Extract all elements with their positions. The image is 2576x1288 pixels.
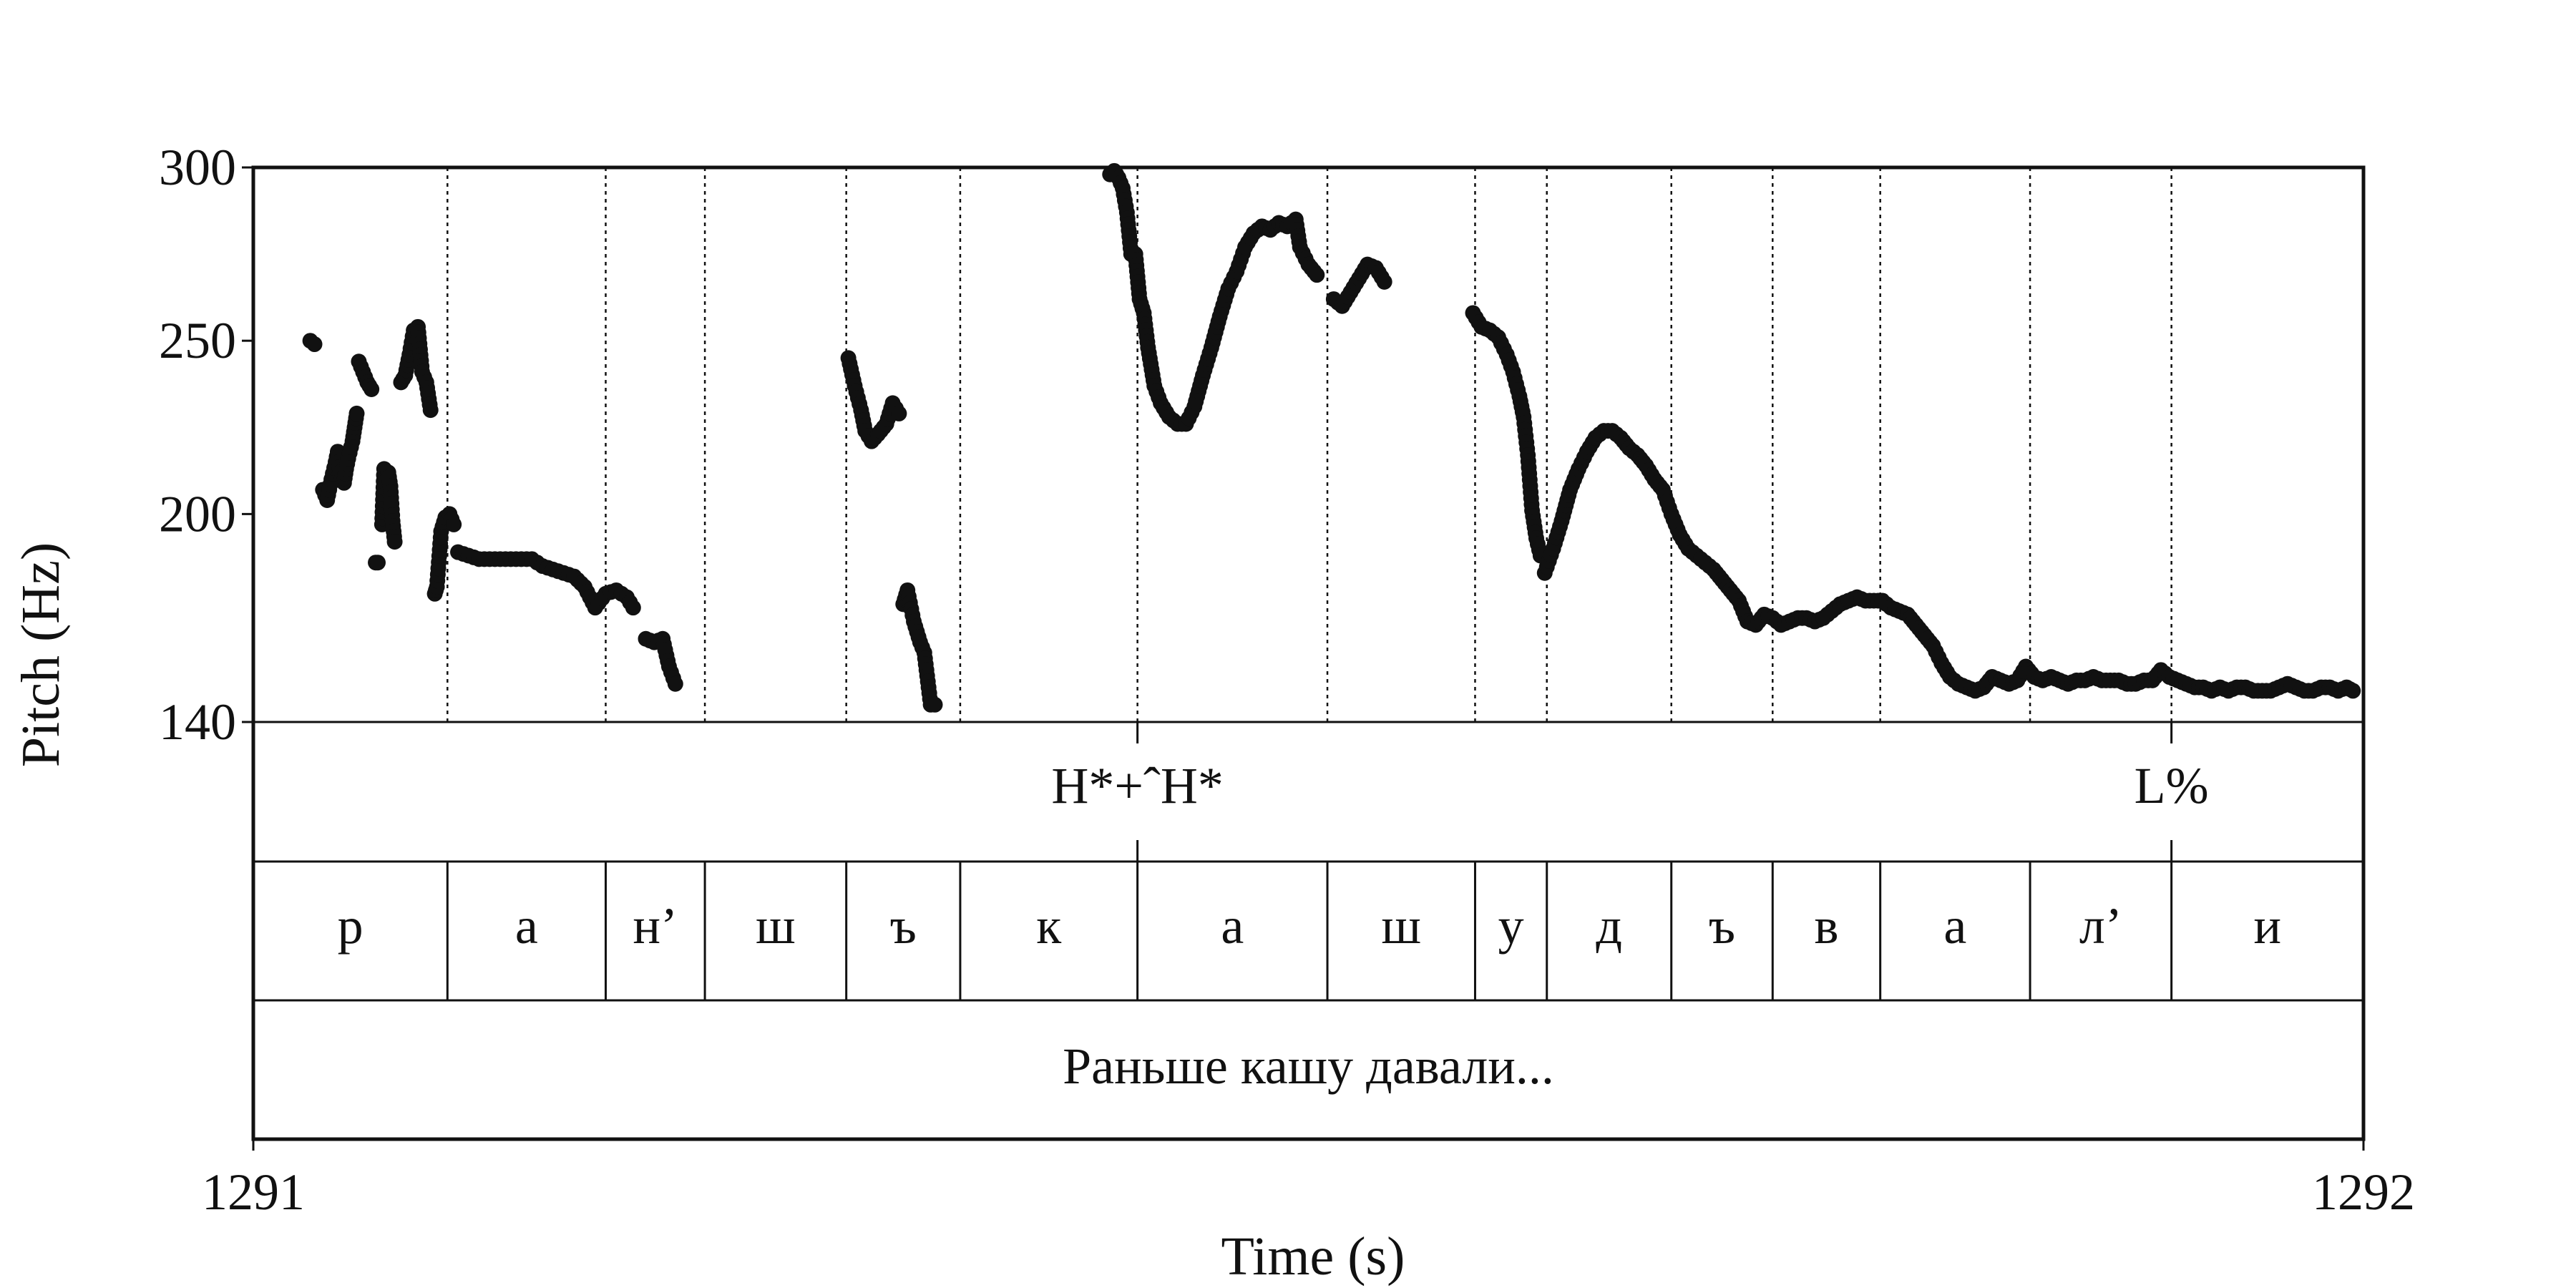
- pitch-point: [364, 381, 380, 397]
- y-tick-label: 200: [159, 485, 236, 542]
- pitch-point: [927, 696, 943, 713]
- pitch-point: [891, 405, 907, 421]
- pitch-point: [369, 555, 386, 571]
- segment-label: л’: [2079, 897, 2122, 955]
- pitch-point: [1376, 273, 1392, 290]
- x-axis-title: Time (s): [1221, 1226, 1405, 1287]
- segment-label: в: [1814, 897, 1838, 955]
- y-tick-label: 300: [159, 139, 236, 196]
- y-tick-label: 140: [159, 693, 236, 751]
- y-tick-label: 250: [159, 312, 236, 369]
- axis-ticks: 300 250 200 140 1291 1292: [159, 139, 2415, 1221]
- tone-label: H*+ˆH*: [1051, 757, 1224, 814]
- pitch-point: [306, 336, 323, 353]
- segment-boundaries: [446, 167, 2173, 1000]
- segment-label: и: [2254, 897, 2282, 955]
- x-tick-label: 1292: [2312, 1163, 2415, 1221]
- pitch-point: [348, 405, 365, 421]
- segment-label: р: [338, 897, 364, 955]
- segment-label: ъ: [890, 897, 917, 955]
- segment-label: ш: [1382, 897, 1421, 955]
- pitch-point: [386, 534, 403, 550]
- tone-label: L%: [2135, 757, 2209, 814]
- segment-label: ъ: [1709, 897, 1735, 955]
- segment-label: а: [1221, 897, 1244, 955]
- pitch-point: [422, 402, 439, 419]
- segment-label: а: [1943, 897, 1966, 955]
- pitch-point: [1309, 267, 1325, 283]
- pitch-point: [625, 600, 641, 616]
- segment-label: ш: [756, 897, 795, 955]
- pitch-point: [446, 516, 462, 532]
- y-axis-title: Pitch (Hz): [11, 542, 71, 767]
- segment-label: д: [1596, 897, 1622, 955]
- x-tick-label: 1291: [202, 1163, 305, 1221]
- pitch-point: [2345, 683, 2361, 699]
- pitch-point: [667, 675, 683, 692]
- tier-labels: H*+ˆH* L% р а н’ ш ъ к а ш у д ъ в а л’ и Раньше кашу дав…: [338, 757, 2281, 1095]
- segment-label: а: [515, 897, 538, 955]
- segment-label: у: [1498, 897, 1524, 955]
- pitch-track: [302, 162, 2361, 713]
- plot-border: [251, 165, 2366, 1141]
- plot-frame: [251, 165, 2366, 1141]
- segment-label: н’: [633, 897, 678, 955]
- sentence-label: Раньше кашу давали...: [1063, 1038, 1554, 1095]
- segment-label: к: [1036, 897, 1062, 955]
